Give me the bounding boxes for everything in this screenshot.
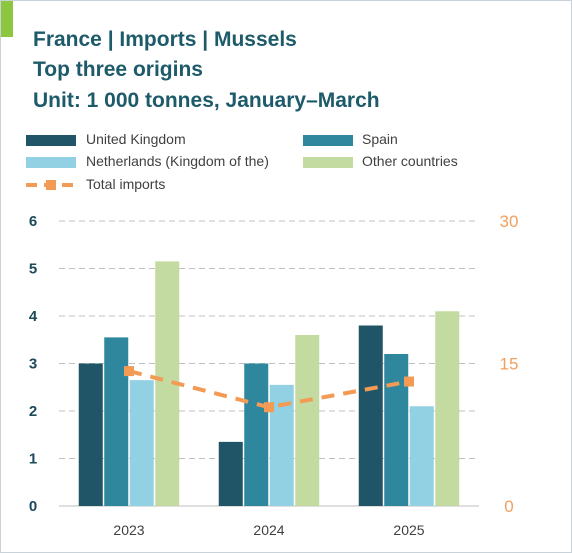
accent-bar (1, 1, 13, 37)
bar-united-kingdom-2025 (358, 325, 383, 506)
marker-total-imports-2023 (124, 366, 134, 377)
y-tick-label: 2 (29, 403, 37, 420)
legend-swatch-spain (303, 135, 353, 146)
bar-netherlands-kingdom-of-the-2023 (129, 380, 154, 506)
bar-netherlands-kingdom-of-the-2025 (409, 406, 434, 506)
y-tick-label: 3 (29, 356, 37, 373)
x-tick-label: 2023 (113, 522, 144, 538)
y2-tick-label: 15 (500, 355, 519, 374)
legend-swatch-united-kingdom (26, 135, 76, 146)
marker-total-imports-2025 (404, 376, 414, 387)
legend-line-total (26, 180, 76, 190)
bar-united-kingdom-2023 (78, 363, 103, 506)
x-tick-label: 2024 (253, 522, 284, 538)
legend-label-netherlands: Netherlands (Kingdom of the) (86, 153, 269, 169)
chart-unit: Unit: 1 000 tonnes, January–March (33, 89, 380, 112)
bar-spain-2024 (244, 363, 269, 506)
bar-other-countries-2025 (435, 311, 460, 506)
chart-subtitle: Top three origins (33, 58, 203, 81)
y-tick-label: 0 (29, 498, 37, 515)
bar-united-kingdom-2024 (218, 441, 243, 506)
legend-label-total-imports: Total imports (86, 176, 166, 192)
x-tick-label: 2025 (393, 522, 424, 538)
legend-label-united-kingdom: United Kingdom (86, 131, 186, 147)
legend-swatch-other-countries (303, 157, 353, 168)
y2-tick-label: 0 (504, 497, 513, 516)
y-tick-label: 5 (29, 261, 37, 278)
y-tick-label: 6 (29, 213, 37, 230)
y-tick-label: 1 (29, 451, 37, 468)
legend-label-other-countries: Other countries (362, 153, 458, 169)
bar-spain-2023 (104, 337, 129, 506)
y2-tick-label: 30 (500, 212, 519, 231)
chart-title: France | Imports | Mussels (33, 28, 297, 51)
legend-swatch-netherlands (26, 157, 76, 168)
marker-total-imports-2024 (264, 402, 274, 413)
legend-label-spain: Spain (362, 131, 398, 147)
y-tick-label: 4 (29, 308, 38, 325)
bar-other-countries-2024 (295, 335, 320, 506)
